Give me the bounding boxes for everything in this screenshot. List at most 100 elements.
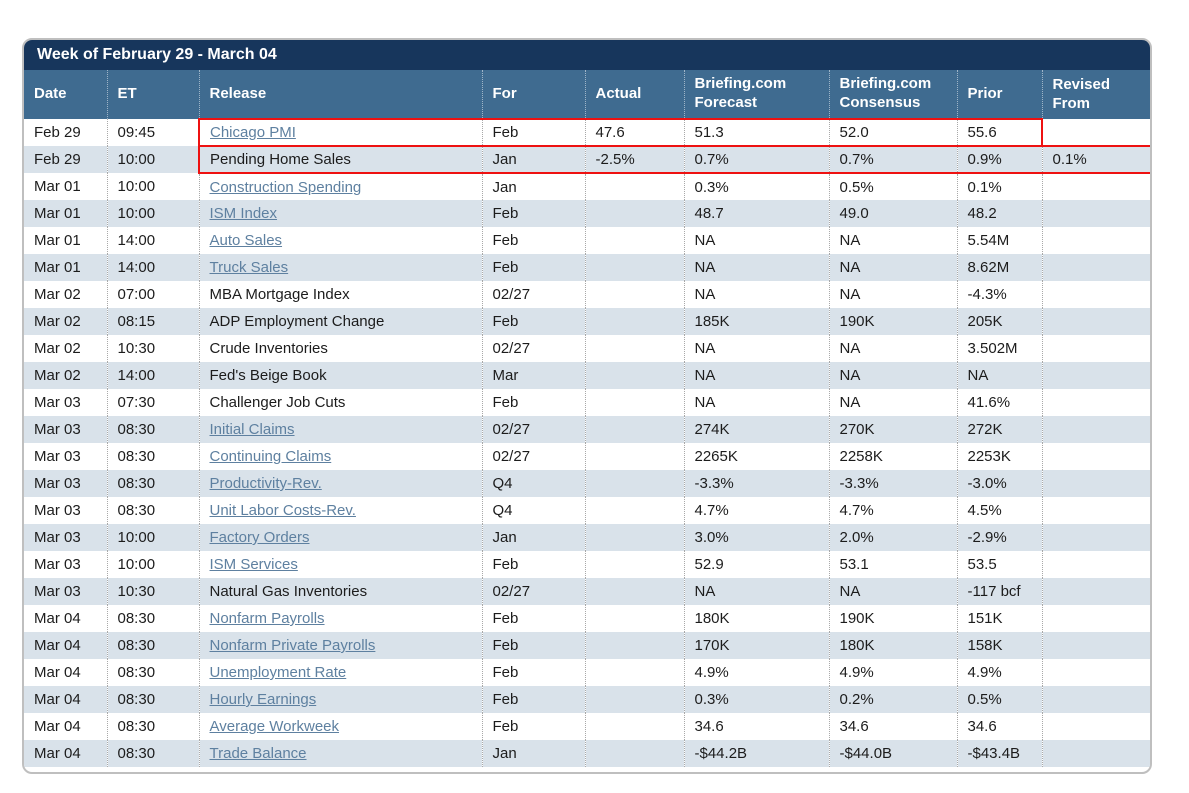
cell-actual <box>584 497 684 524</box>
cell-prior: 3.502M <box>956 335 1042 362</box>
release-link: Pending Home Sales <box>210 151 351 168</box>
cell-prior: NA <box>956 362 1042 389</box>
cell-actual <box>584 416 684 443</box>
cell-consensus: 53.1 <box>828 551 957 578</box>
cell-consensus: 49.0 <box>828 200 957 227</box>
cell-consensus: 0.5% <box>828 173 957 200</box>
table-row: Mar 03 10:00 Factory Orders Jan 3.0% 2.0… <box>24 524 1150 551</box>
table-row: Mar 03 08:30 Unit Labor Costs-Rev. Q4 4.… <box>24 497 1150 524</box>
cell-prior: 0.9% <box>956 145 1042 174</box>
release-link[interactable]: Chicago PMI <box>210 124 296 141</box>
cell-release: Unemployment Rate <box>198 659 482 686</box>
table-row: Mar 04 08:30 Nonfarm Payrolls Feb 180K 1… <box>24 605 1150 632</box>
release-link[interactable]: Initial Claims <box>209 421 295 438</box>
release-link[interactable]: Auto Sales <box>209 232 283 249</box>
col-header-for: For <box>481 70 585 119</box>
cell-date: Mar 04 <box>24 740 107 767</box>
cell-release: Truck Sales <box>198 254 482 281</box>
cell-forecast: 274K <box>683 416 829 443</box>
cell-revised <box>1041 578 1150 605</box>
cell-actual <box>584 632 684 659</box>
cell-for: Mar <box>481 362 585 389</box>
cell-for: Feb <box>481 713 585 740</box>
release-link[interactable]: Nonfarm Payrolls <box>209 610 325 627</box>
cell-prior: 41.6% <box>956 389 1042 416</box>
cell-forecast: NA <box>683 362 829 389</box>
release-link[interactable]: Construction Spending <box>209 178 362 196</box>
cell-for: Feb <box>481 551 585 578</box>
cell-actual <box>584 308 684 335</box>
cell-for: 02/27 <box>481 335 585 362</box>
cell-release: Productivity-Rev. <box>198 470 482 497</box>
table-row: Mar 03 08:30 Continuing Claims 02/27 226… <box>24 443 1150 470</box>
cell-consensus: 2258K <box>828 443 957 470</box>
cell-for: Jan <box>481 524 585 551</box>
cell-forecast: 34.6 <box>683 713 829 740</box>
cell-forecast: 4.9% <box>683 659 829 686</box>
cell-prior: 34.6 <box>956 713 1042 740</box>
cell-forecast: 0.3% <box>683 686 829 713</box>
cell-prior: 55.6 <box>956 118 1043 147</box>
cell-revised <box>1041 713 1150 740</box>
col-header-revised: Revised From <box>1041 70 1150 119</box>
cell-date: Mar 02 <box>24 335 107 362</box>
release-link[interactable]: Unemployment Rate <box>209 664 347 681</box>
cell-forecast: 52.9 <box>683 551 829 578</box>
cell-actual <box>584 335 684 362</box>
cell-date: Mar 04 <box>24 659 107 686</box>
cell-for: Feb <box>481 389 585 416</box>
release-link: MBA Mortgage Index <box>209 286 350 303</box>
table-row: Mar 03 10:00 ISM Services Feb 52.9 53.1 … <box>24 551 1150 578</box>
release-link[interactable]: Continuing Claims <box>209 448 332 465</box>
cell-date: Mar 03 <box>24 443 107 470</box>
cell-revised <box>1041 416 1150 443</box>
cell-for: Feb <box>481 200 585 227</box>
cell-et: 08:30 <box>106 740 199 767</box>
cell-consensus: 190K <box>828 308 957 335</box>
cell-revised <box>1041 389 1150 416</box>
release-link[interactable]: Average Workweek <box>209 718 340 735</box>
release-link[interactable]: Factory Orders <box>209 529 310 546</box>
cell-for: Jan <box>481 740 585 767</box>
table-row: Mar 01 10:00 ISM Index Feb 48.7 49.0 48.… <box>24 200 1150 227</box>
release-link[interactable]: Trade Balance <box>209 745 307 762</box>
cell-forecast: 0.7% <box>683 145 829 174</box>
cell-revised <box>1041 335 1150 362</box>
release-link[interactable]: Truck Sales <box>209 259 289 276</box>
release-link[interactable]: Hourly Earnings <box>209 691 317 708</box>
cell-consensus: 0.7% <box>828 145 957 174</box>
release-link[interactable]: Nonfarm Private Payrolls <box>209 637 376 654</box>
cell-release: Construction Spending <box>198 173 482 200</box>
cell-revised <box>1041 281 1150 308</box>
release-link[interactable]: Productivity-Rev. <box>209 475 322 492</box>
cell-consensus: 180K <box>828 632 957 659</box>
cell-date: Mar 03 <box>24 551 107 578</box>
cell-for: 02/27 <box>481 416 585 443</box>
cell-actual <box>584 551 684 578</box>
cell-consensus: 4.9% <box>828 659 957 686</box>
cell-prior: 8.62M <box>956 254 1042 281</box>
cell-forecast: 180K <box>683 605 829 632</box>
cell-prior: 53.5 <box>956 551 1042 578</box>
cell-actual <box>584 254 684 281</box>
cell-et: 14:00 <box>106 362 199 389</box>
cell-release: Nonfarm Payrolls <box>198 605 482 632</box>
release-link[interactable]: ISM Index <box>209 205 278 222</box>
release-link[interactable]: ISM Services <box>209 556 298 573</box>
cell-et: 10:30 <box>106 335 199 362</box>
col-header-prior: Prior <box>956 70 1042 119</box>
cell-date: Mar 04 <box>24 632 107 659</box>
cell-revised <box>1041 308 1150 335</box>
release-link: Fed's Beige Book <box>209 367 327 384</box>
cell-for: Jan <box>481 145 585 174</box>
cell-forecast: 51.3 <box>683 118 829 147</box>
cell-revised: 0.1% <box>1041 145 1150 174</box>
cell-consensus: -$44.0B <box>828 740 957 767</box>
cell-revised <box>1041 551 1150 578</box>
table-row: Mar 02 07:00 MBA Mortgage Index 02/27 NA… <box>24 281 1150 308</box>
cell-consensus: 2.0% <box>828 524 957 551</box>
cell-prior: 151K <box>956 605 1042 632</box>
cell-revised <box>1041 524 1150 551</box>
release-link[interactable]: Unit Labor Costs-Rev. <box>209 502 356 519</box>
cell-for: Feb <box>481 227 585 254</box>
